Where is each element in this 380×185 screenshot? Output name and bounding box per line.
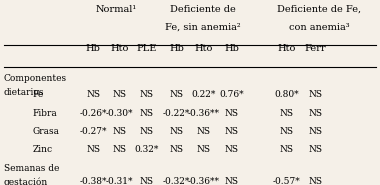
Text: NS: NS (309, 145, 322, 154)
Text: Hto: Hto (278, 44, 296, 53)
Text: NS: NS (225, 109, 239, 118)
Text: NS: NS (139, 109, 153, 118)
Text: NS: NS (86, 90, 100, 99)
Text: NS: NS (139, 177, 153, 185)
Text: -0.31*: -0.31* (106, 177, 133, 185)
Text: -0.26*: -0.26* (79, 109, 107, 118)
Text: Componentes: Componentes (4, 74, 67, 83)
Text: Semanas de: Semanas de (4, 164, 59, 173)
Text: -0.32*: -0.32* (163, 177, 190, 185)
Text: NS: NS (280, 109, 294, 118)
Text: PLE: PLE (136, 44, 157, 53)
Text: NS: NS (309, 127, 322, 136)
Text: gestación: gestación (4, 177, 48, 185)
Text: Fe: Fe (32, 90, 44, 99)
Text: NS: NS (196, 145, 210, 154)
Text: -0.36**: -0.36** (187, 109, 219, 118)
Text: -0.38*: -0.38* (79, 177, 107, 185)
Text: NS: NS (280, 145, 294, 154)
Text: Deficiente de Fe,: Deficiente de Fe, (277, 5, 361, 14)
Text: Hto: Hto (111, 44, 129, 53)
Text: NS: NS (170, 145, 184, 154)
Text: Hb: Hb (169, 44, 184, 53)
Text: NS: NS (309, 90, 322, 99)
Text: 0.32*: 0.32* (134, 145, 158, 154)
Text: dietarios: dietarios (4, 88, 44, 97)
Text: NS: NS (139, 90, 153, 99)
Text: 0.80*: 0.80* (275, 90, 299, 99)
Text: NS: NS (196, 127, 210, 136)
Text: Fibra: Fibra (32, 109, 57, 118)
Text: NS: NS (225, 177, 239, 185)
Text: -0.36**: -0.36** (187, 177, 219, 185)
Text: NS: NS (225, 127, 239, 136)
Text: NS: NS (113, 90, 127, 99)
Text: NS: NS (309, 177, 322, 185)
Text: NS: NS (280, 127, 294, 136)
Text: NS: NS (113, 145, 127, 154)
Text: NS: NS (309, 109, 322, 118)
Text: -0.30*: -0.30* (106, 109, 133, 118)
Text: Hto: Hto (194, 44, 212, 53)
Text: -0.57*: -0.57* (273, 177, 301, 185)
Text: Zinc: Zinc (32, 145, 52, 154)
Text: con anemia³: con anemia³ (289, 23, 350, 31)
Text: Deficiente de: Deficiente de (170, 5, 236, 14)
Text: -0.22*: -0.22* (163, 109, 190, 118)
Text: NS: NS (170, 90, 184, 99)
Text: Fe, sin anemia²: Fe, sin anemia² (165, 23, 241, 31)
Text: 0.76*: 0.76* (220, 90, 244, 99)
Text: NS: NS (113, 127, 127, 136)
Text: Normal¹: Normal¹ (95, 5, 136, 14)
Text: Ferr: Ferr (305, 44, 326, 53)
Text: NS: NS (86, 145, 100, 154)
Text: Hb: Hb (224, 44, 239, 53)
Text: NS: NS (225, 145, 239, 154)
Text: Hb: Hb (86, 44, 101, 53)
Text: 0.22*: 0.22* (191, 90, 215, 99)
Text: Grasa: Grasa (32, 127, 59, 136)
Text: NS: NS (170, 127, 184, 136)
Text: -0.27*: -0.27* (79, 127, 107, 136)
Text: NS: NS (139, 127, 153, 136)
